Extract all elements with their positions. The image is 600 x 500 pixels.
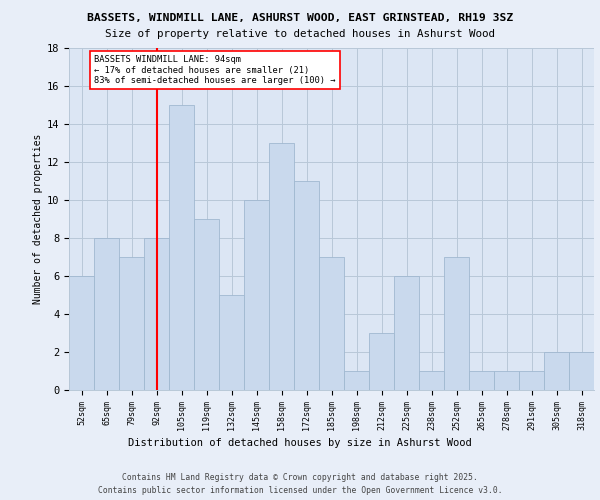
Bar (369, 333, 394, 390)
Text: BASSETS, WINDMILL LANE, ASHURST WOOD, EAST GRINSTEAD, RH19 3SZ: BASSETS, WINDMILL LANE, ASHURST WOOD, EA… (87, 12, 513, 22)
Bar (169, 104, 194, 390)
Bar (494, 371, 519, 390)
Bar (269, 142, 294, 390)
Bar (94, 238, 119, 390)
Bar (394, 276, 419, 390)
Bar (69, 276, 94, 390)
Bar (219, 295, 244, 390)
Bar (244, 200, 269, 390)
Text: BASSETS WINDMILL LANE: 94sqm
← 17% of detached houses are smaller (21)
83% of se: BASSETS WINDMILL LANE: 94sqm ← 17% of de… (94, 55, 335, 85)
Bar (144, 238, 169, 390)
Bar (419, 371, 444, 390)
Bar (319, 257, 344, 390)
Text: Distribution of detached houses by size in Ashurst Wood: Distribution of detached houses by size … (128, 438, 472, 448)
Bar (519, 371, 544, 390)
Bar (544, 352, 569, 390)
Bar (569, 352, 594, 390)
Bar (444, 257, 469, 390)
Text: Contains public sector information licensed under the Open Government Licence v3: Contains public sector information licen… (98, 486, 502, 495)
Bar (344, 371, 369, 390)
Bar (469, 371, 494, 390)
Bar (294, 180, 319, 390)
Bar (194, 219, 219, 390)
Text: Size of property relative to detached houses in Ashurst Wood: Size of property relative to detached ho… (105, 29, 495, 39)
Text: Contains HM Land Registry data © Crown copyright and database right 2025.: Contains HM Land Registry data © Crown c… (122, 472, 478, 482)
Bar (119, 257, 144, 390)
Y-axis label: Number of detached properties: Number of detached properties (32, 134, 43, 304)
